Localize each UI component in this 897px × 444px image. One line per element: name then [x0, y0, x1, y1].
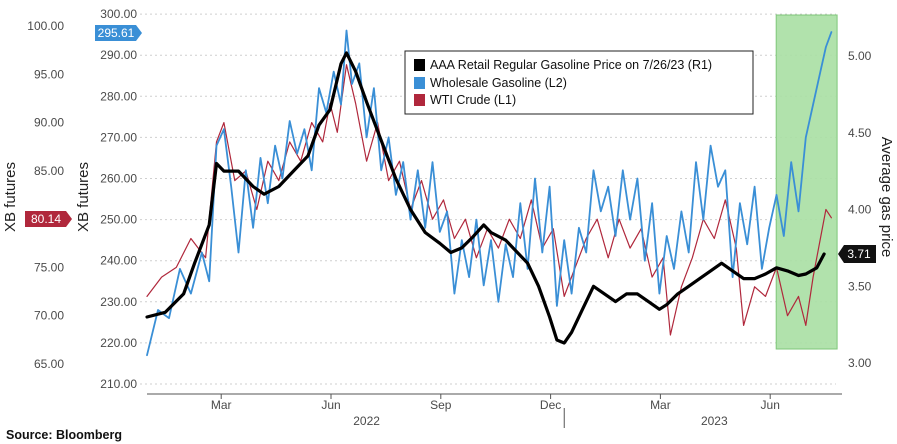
right-tick-label: 4.50 — [848, 126, 872, 140]
source-note: Source: Bloomberg — [6, 428, 122, 442]
left-inner-tick-label: 210.00 — [100, 377, 137, 391]
x-year-label: 2022 — [353, 414, 380, 428]
x-tick-label: Mar — [650, 398, 671, 412]
badge-wti-value: 80.14 — [31, 212, 61, 226]
x-tick-label: Jun — [761, 398, 780, 412]
x-tick-label: Dec — [540, 398, 561, 412]
left-outer-tick-label: 95.00 — [34, 67, 64, 81]
left-inner-tick-label: 280.00 — [100, 89, 137, 103]
badge-retail-value: 3.71 — [847, 247, 871, 261]
legend-swatch-wti — [414, 94, 425, 106]
legend-label-retail: AAA Retail Regular Gasoline Price on 7/2… — [430, 58, 712, 72]
left-outer-axis-title: XB futures — [2, 162, 19, 232]
legend-label-wti: WTI Crude (L1) — [430, 93, 516, 107]
left-outer-tick-label: 65.00 — [34, 357, 64, 371]
left-outer-tick-label: 90.00 — [34, 116, 64, 130]
right-axis-title: Average gas price — [878, 137, 895, 258]
x-tick-label: Mar — [211, 398, 232, 412]
legend: AAA Retail Regular Gasoline Price on 7/2… — [404, 50, 754, 115]
series-layer — [145, 29, 833, 357]
badge-wti-shape — [25, 211, 72, 227]
left-inner-axis-title: XB futures — [75, 162, 92, 232]
legend-swatch-retail — [414, 59, 425, 71]
left-inner-tick-label: 250.00 — [100, 213, 137, 227]
left-inner-tick-label: 300.00 — [100, 7, 137, 21]
left-inner-axis: 210.00 220.00 230.00 240.00 250.00 260.00 270.… — [100, 7, 137, 391]
series-line-wholesale — [146, 29, 833, 357]
badge-retail-shape — [838, 245, 876, 263]
right-tick-label: 3.50 — [848, 279, 872, 293]
left-inner-tick-label: 290.00 — [100, 48, 137, 62]
right-tick-label: 3.00 — [848, 356, 872, 370]
legend-label-wholesale: Wholesale Gasoline (L2) — [430, 76, 567, 90]
left-inner-tick-label: 220.00 — [100, 336, 137, 350]
left-inner-tick-label: 230.00 — [100, 295, 137, 309]
left-outer-tick-label: 85.00 — [34, 164, 64, 178]
right-tick-label: 4.00 — [848, 203, 872, 217]
left-inner-tick-label: 240.00 — [100, 254, 137, 268]
x-tick-label: Sep — [430, 398, 452, 412]
x-axis: Mar Jun Sep Dec Mar Jun 2022 2023 — [211, 394, 780, 428]
legend-swatch-wholesale — [414, 77, 425, 89]
left-inner-tick-label: 260.00 — [100, 172, 137, 186]
highlight-band — [775, 14, 838, 350]
series-line-wti — [146, 64, 832, 336]
series-line-retail — [145, 51, 826, 345]
left-outer-tick-label: 75.00 — [34, 260, 64, 274]
left-outer-tick-label: 100.00 — [27, 19, 64, 33]
left-outer-tick-label: 70.00 — [34, 309, 64, 323]
badge-retail: 3.71 — [838, 245, 876, 263]
right-tick-label: 5.00 — [848, 49, 872, 63]
left-inner-tick-label: 270.00 — [100, 130, 137, 144]
left-outer-axis: 65.0070.0075.0080.0085.0090.0095.00100.0… — [27, 19, 64, 371]
x-year-label: 2023 — [701, 414, 728, 428]
legend-box — [404, 50, 754, 115]
badge-wti: 80.14 — [25, 211, 72, 227]
right-axis: 3.00 3.50 4.00 4.50 5.00 — [848, 49, 872, 370]
badge-wholesale-value: 295.61 — [98, 26, 135, 40]
badge-wholesale: 295.61 — [95, 25, 142, 41]
badge-wholesale-shape — [95, 25, 142, 41]
x-tick-label: Jun — [321, 398, 340, 412]
